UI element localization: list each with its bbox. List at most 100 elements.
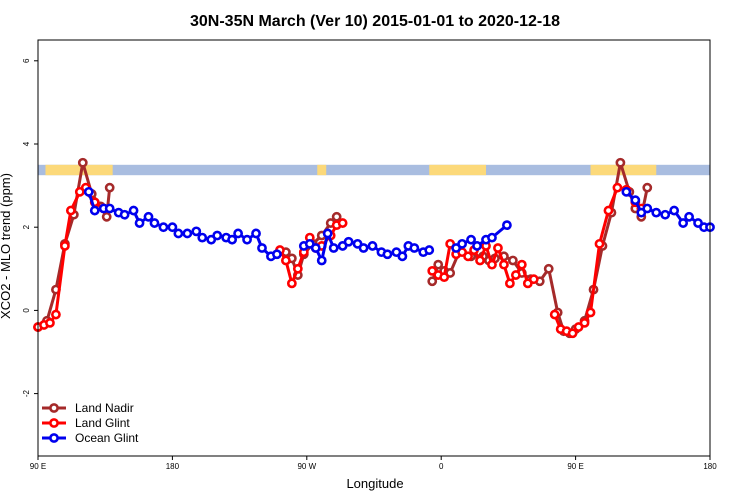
legend-label: Land Glint <box>75 416 130 430</box>
data-point <box>594 238 605 249</box>
land-segment <box>429 164 486 176</box>
data-point <box>343 236 354 247</box>
series-line <box>37 161 112 329</box>
data-point <box>651 207 662 218</box>
chart-title: 30N-35N March (Ver 10) 2015-01-01 to 202… <box>190 13 560 30</box>
legend-marker <box>49 403 59 413</box>
data-point <box>427 276 438 287</box>
data-point <box>457 238 468 249</box>
data-point <box>182 228 193 239</box>
y-tick-label: 6 <box>22 58 31 63</box>
data-point <box>59 241 70 251</box>
data-point <box>322 228 333 239</box>
data-point <box>167 222 178 233</box>
data-point <box>280 255 291 266</box>
data-point <box>439 272 450 283</box>
x-axis-ticks: 90 E 180 90 W 0 90 E 180 <box>30 456 717 471</box>
series-line <box>87 191 278 258</box>
x-tick-label: 180 <box>166 462 180 471</box>
data-point <box>507 255 518 266</box>
land-segment <box>317 164 327 176</box>
data-point <box>251 228 261 239</box>
data-point <box>149 218 160 228</box>
y-tick-label: -2 <box>22 389 31 397</box>
y-tick-label: 0 <box>22 308 31 313</box>
data-point <box>233 228 244 239</box>
legend-marker <box>49 418 59 428</box>
data-point <box>212 230 223 241</box>
data-point <box>603 205 614 216</box>
data-point <box>487 259 497 270</box>
data-point <box>579 317 590 328</box>
data-point <box>669 205 680 216</box>
data-point <box>328 243 339 253</box>
data-point <box>337 218 348 228</box>
data-point <box>143 211 154 222</box>
y-tick-label: 2 <box>22 224 31 229</box>
data-point <box>134 218 145 228</box>
data-point <box>504 278 515 289</box>
data-point <box>549 309 560 320</box>
data-point <box>65 205 76 216</box>
data-point <box>158 222 169 233</box>
data-point <box>83 186 94 197</box>
data-point <box>272 249 282 260</box>
data-point <box>543 263 554 274</box>
x-tick-label: 0 <box>439 462 444 471</box>
data-point <box>104 182 115 193</box>
data-point <box>630 195 641 206</box>
data-point <box>242 234 252 245</box>
data-point <box>424 245 435 255</box>
data-point <box>286 278 297 289</box>
data-point <box>128 205 139 216</box>
data-point <box>475 255 485 266</box>
data-point <box>660 209 671 220</box>
data-point <box>101 211 112 222</box>
data-point <box>499 259 509 270</box>
legend-label: Ocean Glint <box>75 431 139 445</box>
x-tick-label: 90 E <box>567 462 583 471</box>
data-point <box>316 255 327 266</box>
legend-item: Land Glint <box>42 416 130 430</box>
x-tick-label: 90 W <box>297 462 316 471</box>
land-ocean-band <box>38 164 710 176</box>
data-point <box>502 220 512 231</box>
data-point <box>463 251 473 262</box>
data-point <box>472 241 482 251</box>
legend-label: Land Nadir <box>75 401 134 415</box>
data-point <box>197 232 208 243</box>
x-axis-label: Longitude <box>346 476 403 491</box>
data-point <box>433 259 444 270</box>
legend-item: Ocean Glint <box>42 431 139 445</box>
data-point <box>119 209 130 220</box>
land-segment <box>45 164 113 176</box>
data-point <box>642 182 653 193</box>
data-point <box>466 234 476 245</box>
data-point <box>331 211 342 222</box>
data-point <box>585 307 596 318</box>
data-point <box>528 274 539 285</box>
y-tick-label: 4 <box>22 141 31 146</box>
data-point <box>310 243 321 253</box>
y-axis-ticks: -2 0 2 4 6 <box>22 58 38 397</box>
series-layer <box>33 157 715 339</box>
data-point <box>678 218 689 228</box>
data-point <box>615 157 626 168</box>
data-point <box>227 234 238 245</box>
data-point <box>612 182 623 193</box>
series-land-glint <box>33 182 647 339</box>
data-point <box>621 186 632 197</box>
data-point <box>45 317 55 328</box>
data-point <box>516 259 527 270</box>
ocean-band <box>38 164 710 176</box>
data-point <box>104 203 115 214</box>
y-axis-label: XCO2 - MLO trend (ppm) <box>0 173 13 319</box>
series-line <box>553 186 643 335</box>
data-point <box>89 205 100 216</box>
data-point <box>358 243 369 253</box>
data-point <box>493 243 503 253</box>
data-point <box>409 243 420 253</box>
legend-item: Land Nadir <box>42 401 134 415</box>
